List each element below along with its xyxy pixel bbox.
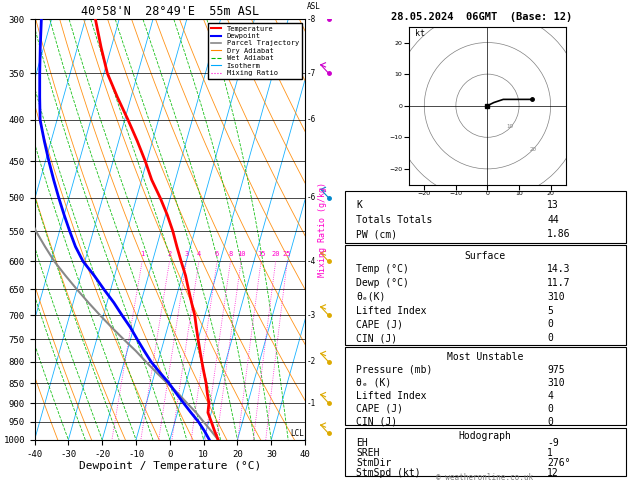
Text: Lifted Index: Lifted Index [356,391,426,401]
Text: -6: -6 [307,115,316,124]
Text: 310: 310 [547,292,565,302]
Text: 276°: 276° [547,458,571,468]
Text: 6: 6 [215,251,219,257]
Text: 20: 20 [271,251,280,257]
Text: 4: 4 [547,391,553,401]
Text: -6: -6 [307,193,316,202]
Text: 1: 1 [140,251,144,257]
Text: CAPE (J): CAPE (J) [356,319,403,330]
Text: 15: 15 [257,251,265,257]
Text: 0: 0 [547,404,553,414]
Text: 11.7: 11.7 [547,278,571,288]
Text: 20: 20 [530,147,537,152]
Text: -9: -9 [547,438,559,449]
Text: Pressure (mb): Pressure (mb) [356,364,432,375]
Text: km
ASL: km ASL [307,0,321,11]
Text: PW (cm): PW (cm) [356,229,397,239]
Text: 310: 310 [547,378,565,388]
Text: 13: 13 [547,200,559,210]
Text: -3: -3 [307,311,316,320]
Text: 10: 10 [237,251,245,257]
Text: Totals Totals: Totals Totals [356,215,432,225]
Text: 2: 2 [167,251,172,257]
Text: 0: 0 [547,417,553,427]
Text: 0: 0 [547,319,553,330]
Text: -8: -8 [307,15,316,24]
Text: StmDir: StmDir [356,458,391,468]
Text: Mixing Ratio (g/kg): Mixing Ratio (g/kg) [318,182,327,277]
Text: -2: -2 [307,357,316,366]
Text: Lifted Index: Lifted Index [356,306,426,315]
Text: 1: 1 [547,448,553,458]
Text: Temp (°C): Temp (°C) [356,264,409,275]
Text: Dewp (°C): Dewp (°C) [356,278,409,288]
Legend: Temperature, Dewpoint, Parcel Trajectory, Dry Adiabat, Wet Adiabat, Isotherm, Mi: Temperature, Dewpoint, Parcel Trajectory… [208,23,301,79]
Text: 12: 12 [547,468,559,478]
Text: θₑ(K): θₑ(K) [356,292,386,302]
Text: 5: 5 [547,306,553,315]
Text: -4: -4 [307,257,316,266]
Text: CIN (J): CIN (J) [356,333,397,343]
Text: EH: EH [356,438,368,449]
Text: Surface: Surface [465,251,506,261]
Text: 3: 3 [184,251,189,257]
Text: LCL: LCL [290,429,304,438]
Text: kt: kt [415,29,425,38]
Text: 44: 44 [547,215,559,225]
Text: StmSpd (kt): StmSpd (kt) [356,468,421,478]
X-axis label: Dewpoint / Temperature (°C): Dewpoint / Temperature (°C) [79,461,261,471]
Text: 28.05.2024  06GMT  (Base: 12): 28.05.2024 06GMT (Base: 12) [391,12,572,22]
Text: K: K [356,200,362,210]
Text: SREH: SREH [356,448,379,458]
Text: 14.3: 14.3 [547,264,571,275]
Text: CAPE (J): CAPE (J) [356,404,403,414]
Text: 1.86: 1.86 [547,229,571,239]
Text: -7: -7 [307,69,316,78]
Text: 25: 25 [283,251,291,257]
Text: CIN (J): CIN (J) [356,417,397,427]
Title: 40°58'N  28°49'E  55m ASL: 40°58'N 28°49'E 55m ASL [81,5,259,18]
Text: 10: 10 [507,124,514,129]
Text: 4: 4 [197,251,201,257]
Text: 0: 0 [547,333,553,343]
Text: θₑ (K): θₑ (K) [356,378,391,388]
Text: Most Unstable: Most Unstable [447,352,523,362]
Text: Hodograph: Hodograph [459,431,512,441]
Text: 975: 975 [547,364,565,375]
Text: -1: -1 [307,399,316,408]
Text: 8: 8 [228,251,233,257]
Text: © weatheronline.co.uk: © weatheronline.co.uk [436,473,533,482]
